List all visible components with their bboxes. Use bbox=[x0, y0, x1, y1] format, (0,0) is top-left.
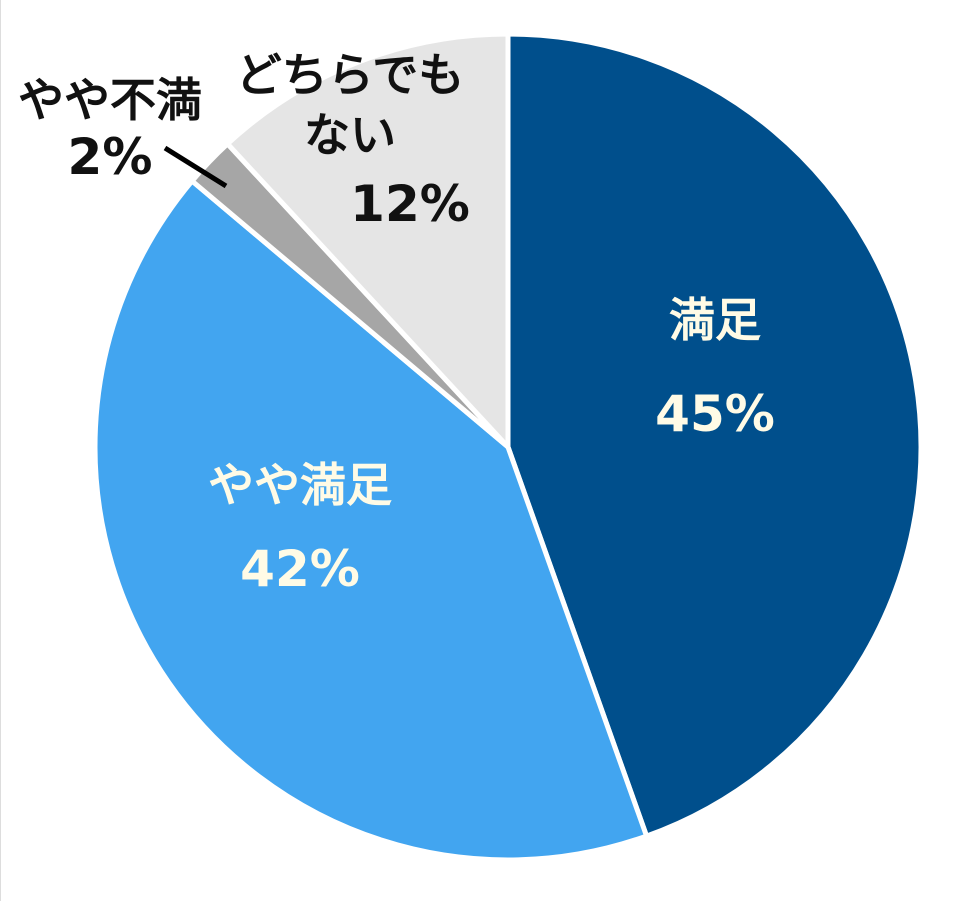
slice-label: どちらでもない bbox=[235, 48, 465, 162]
slice-label: 満足 bbox=[669, 293, 761, 347]
value-label: 45% bbox=[655, 385, 775, 443]
pie-slice bbox=[224, 31, 511, 454]
slice-label: やや満足 bbox=[208, 458, 392, 512]
value-label: 2% bbox=[67, 128, 153, 186]
slice-label: やや不満 bbox=[18, 73, 202, 127]
value-label: 12% bbox=[350, 175, 470, 233]
pie-slice bbox=[92, 177, 650, 863]
pie-slice bbox=[505, 31, 924, 840]
leader-line bbox=[163, 145, 228, 189]
value-label: 42% bbox=[240, 540, 360, 598]
